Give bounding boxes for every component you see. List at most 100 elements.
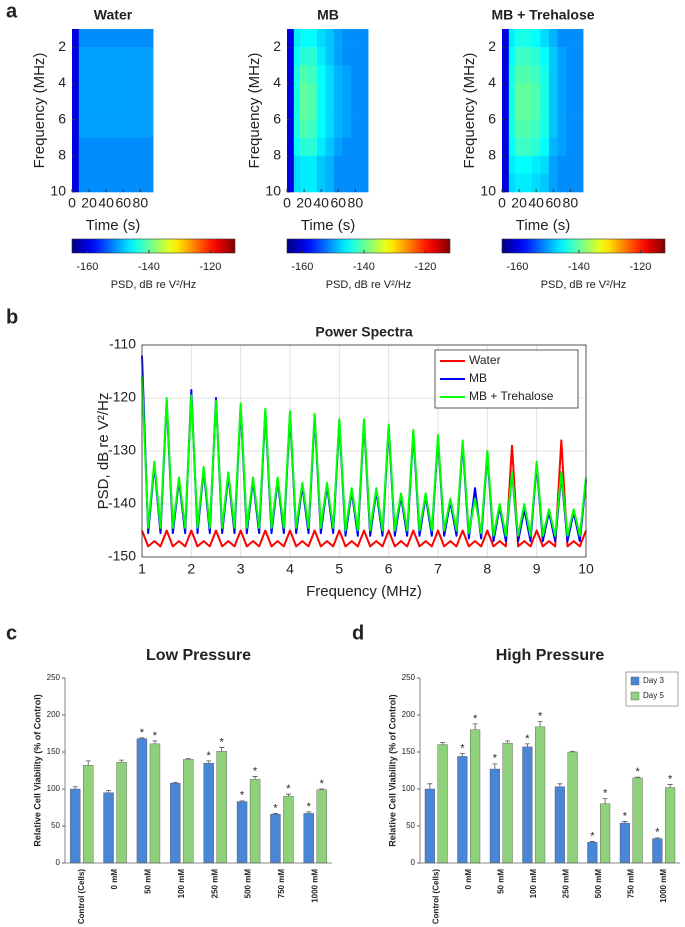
- x-tick-label: 50 mM: [144, 869, 153, 894]
- x-tick-label: 60: [330, 195, 346, 211]
- y-tick-label: 4: [273, 74, 281, 90]
- heatmap-cell: [557, 137, 567, 157]
- heatmap-cell: [540, 83, 550, 102]
- heatmap-cell: [548, 47, 558, 66]
- heatmap-cell: [333, 47, 343, 66]
- heatmap-cell: [566, 83, 575, 102]
- heatmap-cell: [333, 155, 343, 175]
- heatmap-cell: [566, 119, 575, 138]
- heatmap-cell: [84, 47, 94, 66]
- heatmap-cell: [110, 29, 120, 48]
- heatmap-cell: [502, 47, 510, 66]
- y-tick-label: 8: [488, 146, 496, 162]
- heatmap-cell: [548, 155, 558, 175]
- error-bar: [152, 740, 158, 744]
- bar: [283, 796, 294, 864]
- y-axis-label: Frequency (MHz): [461, 53, 478, 169]
- heatmap-cell: [93, 47, 103, 66]
- heatmap-cell: [118, 173, 128, 193]
- heatmap-cell: [93, 65, 103, 84]
- heatmap-cell: [293, 29, 301, 48]
- heatmap-cell: [101, 101, 111, 120]
- colorbar: [286, 238, 451, 254]
- significance-mark: *: [655, 827, 660, 839]
- error-bar: [272, 813, 278, 815]
- x-axis-label: Frequency (MHz): [306, 583, 422, 600]
- heatmap-cell: [508, 119, 516, 138]
- heatmap-cell: [316, 83, 326, 102]
- heatmap-cell: [548, 65, 558, 84]
- legend-swatch: [630, 691, 640, 701]
- heatmap-cell: [574, 119, 584, 138]
- error-bar: [589, 841, 595, 843]
- x-tick-label: 60: [115, 195, 131, 211]
- heatmap-cell: [101, 173, 111, 193]
- colorbar-tick-label: -120: [199, 261, 221, 273]
- error-bar: [219, 747, 225, 752]
- heatmap-cell: [287, 83, 295, 102]
- heatmap-cell: [502, 83, 510, 102]
- x-tick-label: 1000 mM: [310, 869, 319, 903]
- x-tick-label: 500 mM: [244, 869, 253, 899]
- heatmap-cell: [351, 119, 360, 138]
- y-tick-label: 50: [406, 821, 415, 830]
- heatmap-cell: [342, 47, 352, 66]
- heatmap-cell: [308, 119, 318, 138]
- heatmap-cell: [118, 155, 128, 175]
- colorbar-tick-label: -140: [138, 261, 160, 273]
- heatmap-cell: [72, 101, 80, 120]
- x-tick-label: Control (Cells): [431, 869, 440, 924]
- panel-letter: d: [352, 622, 364, 644]
- heatmap-cell: [523, 47, 533, 66]
- bar: [303, 813, 315, 864]
- heatmap-cell: [548, 137, 558, 157]
- heatmap-cell: [84, 173, 94, 193]
- x-tick-label: 40: [98, 195, 114, 211]
- heatmap-cell: [308, 83, 318, 102]
- y-tick-label: 6: [488, 110, 496, 126]
- x-tick-label: 5: [335, 561, 343, 577]
- chart-title: High Pressure: [496, 647, 605, 664]
- heatmap-cell: [308, 155, 318, 175]
- significance-mark: *: [668, 773, 673, 785]
- heatmap-cell: [72, 137, 80, 157]
- error-bar: [139, 737, 145, 739]
- heatmap-cell: [118, 65, 128, 84]
- heatmap-cell: [514, 173, 524, 193]
- heatmap-cell: [359, 173, 369, 193]
- heatmap-cell: [514, 83, 524, 102]
- colorbar: [71, 238, 236, 254]
- significance-mark: *: [590, 830, 595, 842]
- heatmap-cell: [78, 83, 86, 102]
- error-bar: [172, 781, 178, 784]
- y-tick-label: -150: [108, 548, 136, 564]
- x-tick-label: 1: [138, 561, 146, 577]
- heatmap-cell: [333, 83, 343, 102]
- bar: [170, 782, 181, 864]
- heatmap-cell: [325, 47, 335, 66]
- bar: [600, 803, 611, 864]
- heatmap-cell: [299, 29, 309, 48]
- heatmap-cell: [502, 29, 510, 48]
- heatmap-cell: [316, 155, 326, 175]
- heatmap-cell: [548, 173, 558, 193]
- error-bar: [306, 811, 312, 814]
- heatmap-cell: [308, 65, 318, 84]
- heatmap-cell: [78, 173, 86, 193]
- heatmap-cell: [72, 29, 80, 48]
- y-axis-label: Relative Cell Viability (% of Control): [387, 694, 397, 846]
- heatmap-cell: [502, 65, 510, 84]
- heatmap-cell: [523, 155, 533, 175]
- heatmap-cell: [566, 173, 575, 193]
- y-tick-label: 2: [488, 38, 496, 54]
- heatmap-cell: [101, 47, 111, 66]
- y-axis-label: Frequency (MHz): [246, 53, 263, 169]
- bar: [149, 743, 161, 864]
- heatmap-cell: [110, 101, 120, 120]
- heatmap-cell: [508, 173, 516, 193]
- heatmap-cell: [308, 101, 318, 120]
- heatmap-cell: [574, 47, 584, 66]
- error-bar: [524, 743, 530, 747]
- y-axis-label: PSD, dB re V²/Hz: [95, 393, 112, 510]
- panel-letter: c: [6, 622, 17, 644]
